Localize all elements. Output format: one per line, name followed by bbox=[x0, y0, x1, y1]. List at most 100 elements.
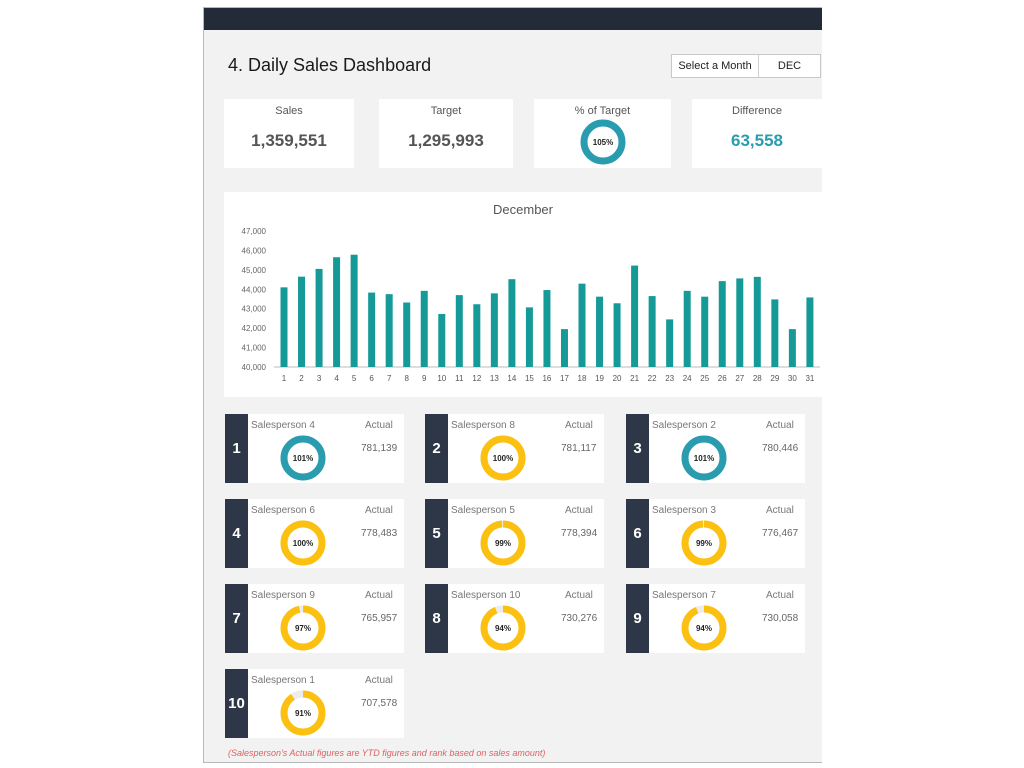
x-tick-label: 28 bbox=[753, 374, 762, 383]
donut-fill bbox=[681, 605, 727, 651]
x-tick-label: 23 bbox=[665, 374, 674, 383]
month-selector[interactable]: Select a Month DEC bbox=[671, 54, 821, 78]
y-tick-label: 46,000 bbox=[242, 246, 267, 255]
donut-fill bbox=[681, 435, 727, 481]
actual-label: Actual bbox=[365, 505, 393, 516]
x-tick-label: 6 bbox=[369, 374, 374, 383]
x-tick-label: 21 bbox=[630, 374, 639, 383]
salesperson-card: 2 Salesperson 8 Actual 781,117 100% bbox=[425, 414, 604, 483]
x-tick-label: 30 bbox=[788, 374, 797, 383]
bar-day-14 bbox=[508, 279, 516, 367]
kpi-difference-value: 63,558 bbox=[731, 131, 783, 150]
rank-badge: 5 bbox=[425, 499, 448, 568]
donut-percent: 97% bbox=[295, 624, 311, 633]
x-tick-label: 3 bbox=[317, 374, 322, 383]
bar-day-31 bbox=[806, 297, 814, 367]
kpi-target-value: 1,295,993 bbox=[408, 131, 484, 150]
actual-label: Actual bbox=[766, 505, 794, 516]
salesperson-name: Salesperson 10 bbox=[451, 590, 521, 601]
bar-day-1 bbox=[280, 287, 288, 367]
bar-day-16 bbox=[543, 290, 551, 367]
salesperson-card: 6 Salesperson 3 Actual 776,467 99% bbox=[626, 499, 805, 568]
kpi-sales-value: 1,359,551 bbox=[251, 131, 327, 150]
donut-percent: 101% bbox=[293, 454, 313, 463]
donut-fill bbox=[480, 520, 526, 566]
actual-label: Actual bbox=[365, 675, 393, 686]
actual-label: Actual bbox=[766, 590, 794, 601]
actual-value: 781,139 bbox=[361, 443, 398, 454]
x-tick-label: 7 bbox=[387, 374, 392, 383]
salesperson-card: 10 Salesperson 1 Actual 707,578 91% bbox=[225, 669, 404, 738]
donut-percent: 91% bbox=[295, 709, 311, 718]
actual-value: 765,957 bbox=[361, 613, 398, 624]
x-tick-label: 17 bbox=[560, 374, 569, 383]
top-bar bbox=[204, 8, 822, 30]
x-tick-label: 26 bbox=[718, 374, 727, 383]
dashboard-sheet: 4. Daily Sales Dashboard Select a Month … bbox=[203, 7, 822, 763]
donut-fill bbox=[480, 435, 526, 481]
bar-day-30 bbox=[788, 329, 796, 367]
x-tick-label: 18 bbox=[578, 374, 587, 383]
bar-day-11 bbox=[455, 295, 463, 367]
achievement-donut: 100% bbox=[480, 435, 526, 481]
donut-percent: 94% bbox=[696, 624, 712, 633]
kpi-target-label: Target bbox=[430, 105, 462, 117]
actual-label: Actual bbox=[565, 590, 593, 601]
actual-label: Actual bbox=[365, 420, 393, 431]
bar-day-4 bbox=[333, 257, 341, 367]
y-tick-label: 44,000 bbox=[242, 285, 267, 294]
bar-day-21 bbox=[631, 265, 639, 367]
y-tick-label: 41,000 bbox=[242, 344, 267, 353]
x-tick-label: 2 bbox=[299, 374, 304, 383]
bar-day-18 bbox=[578, 283, 586, 367]
actual-value: 778,483 bbox=[361, 528, 398, 539]
salesperson-card: 1 Salesperson 4 Actual 781,139 101% bbox=[225, 414, 404, 483]
x-tick-label: 4 bbox=[334, 374, 339, 383]
bar-day-25 bbox=[701, 296, 709, 367]
donut-ring bbox=[580, 119, 625, 165]
y-tick-label: 43,000 bbox=[242, 305, 267, 314]
kpi-pct-value: 105% bbox=[592, 138, 612, 147]
salesperson-card: 9 Salesperson 7 Actual 730,058 94% bbox=[626, 584, 805, 653]
actual-value: 730,058 bbox=[762, 613, 799, 624]
x-tick-label: 16 bbox=[542, 374, 551, 383]
achievement-donut: 99% bbox=[681, 520, 727, 566]
y-tick-label: 40,000 bbox=[242, 363, 267, 372]
bar-day-15 bbox=[525, 307, 533, 367]
salesperson-name: Salesperson 2 bbox=[652, 420, 716, 431]
month-dropdown[interactable]: DEC bbox=[777, 60, 802, 72]
bar-day-6 bbox=[368, 292, 376, 367]
x-tick-label: 25 bbox=[700, 374, 709, 383]
actual-value: 730,276 bbox=[561, 613, 598, 624]
salesperson-card: 3 Salesperson 2 Actual 780,446 101% bbox=[626, 414, 805, 483]
page-title: 4. Daily Sales Dashboard bbox=[228, 55, 432, 75]
bar-day-19 bbox=[596, 296, 604, 367]
salesperson-card: 8 Salesperson 10 Actual 730,276 94% bbox=[425, 584, 604, 653]
rank-badge: 4 bbox=[225, 499, 248, 568]
achievement-donut: 91% bbox=[280, 690, 326, 736]
bar-day-24 bbox=[683, 290, 691, 367]
donut-fill bbox=[280, 690, 326, 736]
salesperson-name: Salesperson 4 bbox=[251, 420, 315, 431]
donut-fill bbox=[681, 520, 727, 566]
salesperson-name: Salesperson 5 bbox=[451, 505, 515, 516]
x-tick-label: 9 bbox=[422, 374, 427, 383]
bar-day-20 bbox=[613, 303, 621, 367]
bar-day-10 bbox=[438, 313, 446, 367]
bar-day-3 bbox=[315, 268, 323, 367]
donut-fill bbox=[280, 520, 326, 566]
salesperson-card: 4 Salesperson 6 Actual 778,483 100% bbox=[225, 499, 404, 568]
actual-label: Actual bbox=[766, 420, 794, 431]
achievement-donut: 97% bbox=[280, 605, 326, 651]
donut-percent: 101% bbox=[694, 454, 714, 463]
kpi-sales: Sales 1,359,551 bbox=[224, 99, 354, 168]
actual-label: Actual bbox=[365, 590, 393, 601]
x-tick-label: 1 bbox=[282, 374, 287, 383]
kpi-percent-of-target: % of Target 105% bbox=[534, 99, 671, 168]
achievement-donut: 101% bbox=[681, 435, 727, 481]
bar-day-27 bbox=[736, 278, 744, 367]
x-tick-label: 12 bbox=[472, 374, 481, 383]
achievement-donut: 101% bbox=[280, 435, 326, 481]
x-tick-label: 20 bbox=[613, 374, 622, 383]
month-selector-label: Select a Month bbox=[672, 55, 759, 77]
